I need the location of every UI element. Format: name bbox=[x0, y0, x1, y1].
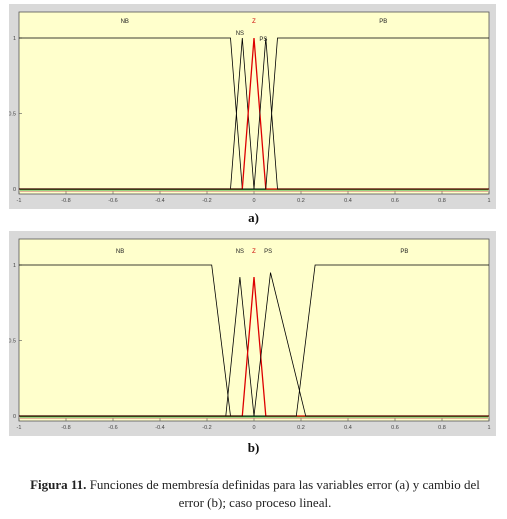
label-pb: PB bbox=[379, 19, 387, 25]
panel-label-a: a) bbox=[248, 210, 259, 225]
x-tick-label: 0.8 bbox=[438, 425, 446, 431]
y-tick-label: 0.5 bbox=[9, 112, 16, 118]
chart-panel-a: -1 -0.8 -0.6 -0.4 -0.2 0 0.2 0.4 0.6 0.8 1 0 0.5 1 NB N… bbox=[9, 4, 496, 209]
label-z: Z bbox=[252, 19, 256, 25]
caption-text: Funciones de membresía definidas para la… bbox=[86, 477, 480, 510]
x-tick-label: 0 bbox=[252, 425, 255, 431]
x-tick-label: -0.8 bbox=[61, 198, 70, 204]
chart-a-svg: -1 -0.8 -0.6 -0.4 -0.2 0 0.2 0.4 0.6 0.8 1 0 0.5 1 NB N… bbox=[9, 11, 491, 204]
panel-label-b: b) bbox=[247, 440, 260, 455]
x-tick-label: 0 bbox=[252, 198, 255, 204]
label-ns: NS bbox=[236, 31, 244, 37]
y-tick-label: 0 bbox=[13, 414, 16, 420]
x-tick-label: 1 bbox=[487, 425, 490, 431]
y-tick-label: 0.5 bbox=[9, 339, 16, 345]
x-tick-label: 0.2 bbox=[297, 425, 305, 431]
y-tick-label: 0 bbox=[13, 187, 16, 193]
x-tick-label: 0.8 bbox=[438, 198, 446, 204]
label-nb: NB bbox=[116, 249, 124, 255]
x-tick-label: 1 bbox=[487, 198, 490, 204]
x-tick-label: 0.6 bbox=[391, 425, 399, 431]
label-ps: PS bbox=[259, 37, 267, 43]
chart-panel-b: -1 -0.8 -0.6 -0.4 -0.2 0 0.2 0.4 0.6 0.8 1 0 0.5 1 NB N… bbox=[9, 231, 496, 436]
x-tick-label: -0.4 bbox=[155, 198, 164, 204]
x-tick-label: -0.4 bbox=[155, 425, 164, 431]
caption-figure-number: Figura 11. bbox=[30, 477, 87, 492]
x-tick-label: 0.6 bbox=[391, 198, 399, 204]
label-pb: PB bbox=[400, 249, 408, 255]
x-tick-label: -1 bbox=[17, 198, 22, 204]
x-tick-label: -0.6 bbox=[108, 425, 117, 431]
x-tick-label: 0.4 bbox=[344, 198, 352, 204]
label-ns: NS bbox=[236, 249, 244, 255]
chart-b-svg: -1 -0.8 -0.6 -0.4 -0.2 0 0.2 0.4 0.6 0.8 1 0 0.5 1 NB N… bbox=[9, 238, 491, 431]
y-tick-label: 1 bbox=[13, 36, 16, 42]
x-tick-label: -1 bbox=[17, 425, 22, 431]
label-nb: NB bbox=[121, 19, 129, 25]
x-tick-label: 0.2 bbox=[297, 198, 305, 204]
x-tick-label: 0.4 bbox=[344, 425, 352, 431]
figure-caption: Figura 11. Funciones de membresía defini… bbox=[20, 476, 490, 512]
plot-area bbox=[18, 238, 490, 422]
x-tick-label: -0.8 bbox=[61, 425, 70, 431]
y-tick-label: 1 bbox=[13, 263, 16, 269]
x-tick-label: -0.2 bbox=[202, 425, 211, 431]
label-ps: PS bbox=[264, 249, 272, 255]
x-tick-label: -0.6 bbox=[108, 198, 117, 204]
x-tick-label: -0.2 bbox=[202, 198, 211, 204]
series-line-pb bbox=[19, 37, 489, 190]
label-z: Z bbox=[252, 249, 256, 255]
series-line-pb bbox=[19, 264, 489, 417]
